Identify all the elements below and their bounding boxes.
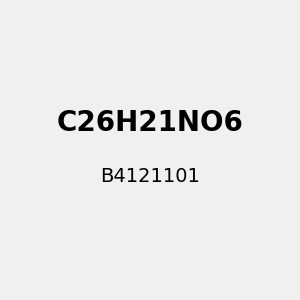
Text: B4121101: B4121101: [100, 167, 200, 187]
Text: C26H21NO6: C26H21NO6: [57, 109, 243, 137]
